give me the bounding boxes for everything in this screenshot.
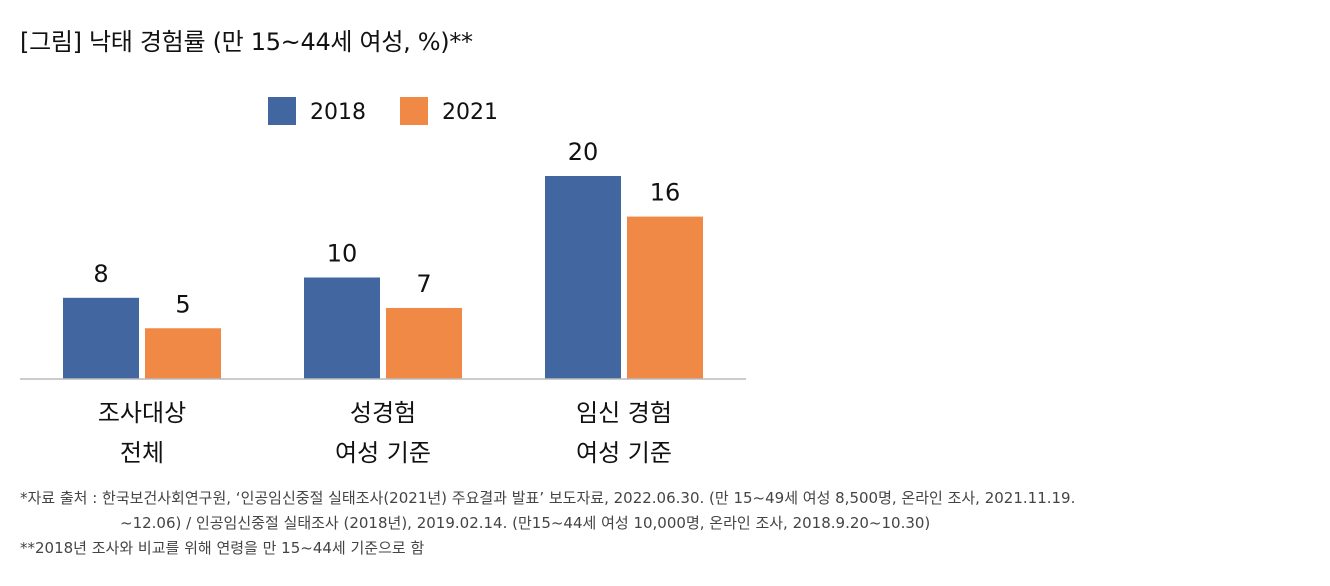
data-label-2021-2: 16: [650, 179, 681, 207]
chart-title: [그림] 낙태 경험률 (만 15~44세 여성, %)**: [20, 28, 473, 56]
category-label-2-0: 임신 경험: [576, 399, 672, 427]
legend-swatch-2018: [268, 97, 296, 125]
category-label-2-1: 여성 기준: [576, 439, 672, 467]
data-label-2018-0: 8: [93, 260, 108, 288]
legend-label-2021: 2021: [442, 100, 498, 125]
bar-2021-1: [386, 307, 462, 379]
legend-label-2018: 2018: [310, 100, 366, 125]
bar-2021-2: [627, 216, 703, 379]
source-note-line1: *자료 출처 : 한국보건사회연구원, ‘인공임신중절 실태조사(2021년) …: [20, 489, 1076, 507]
category-label-0-1: 전체: [120, 439, 164, 467]
legend-swatch-2021: [400, 97, 428, 125]
category-label-0-0: 조사대상: [98, 399, 186, 427]
comparison-note: **2018년 조사와 비교를 위해 연령을 만 15~44세 기준으로 함: [20, 539, 425, 557]
source-note-line2: ~12.06) / 인공임신중절 실태조사 (2018년), 2019.02.1…: [120, 514, 931, 532]
data-label-2018-2: 20: [568, 138, 599, 166]
bar-2018-1: [304, 277, 380, 379]
category-label-1-1: 여성 기준: [335, 439, 431, 467]
bar-2018-2: [545, 176, 621, 379]
bar-2018-0: [63, 297, 139, 379]
category-label-1-0: 성경험: [350, 399, 416, 427]
footnotes: *자료 출처 : 한국보건사회연구원, ‘인공임신중절 실태조사(2021년) …: [20, 486, 1320, 561]
bar-2021-0: [145, 328, 221, 379]
data-label-2021-0: 5: [175, 290, 190, 318]
data-label-2021-1: 7: [416, 270, 431, 298]
data-label-2018-1: 10: [327, 240, 358, 268]
